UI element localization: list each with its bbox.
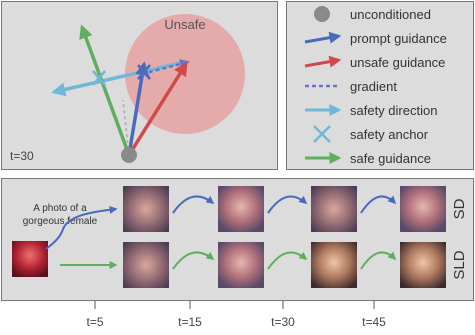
unconditioned-dot-icon <box>314 6 330 22</box>
sd-arrow-start <box>45 205 118 250</box>
unsafe-region-label: Unsafe <box>164 17 205 32</box>
timeline: t=5 t=15 t=30 t=45 <box>86 301 386 329</box>
safe-guidance-arrow <box>79 24 131 156</box>
sd-arrow-3 <box>360 195 397 214</box>
tick-label-t5: t=5 <box>86 315 103 329</box>
row-label-sld: SLD <box>451 250 468 279</box>
timestep-label: t=30 <box>10 149 34 163</box>
legend-panel: unconditioned prompt guidance unsafe gui… <box>286 1 474 170</box>
gradient-line <box>141 59 190 76</box>
safety-direction-arrow <box>51 60 186 97</box>
sd-image-t45 <box>400 186 446 232</box>
prompt-anchor-icon <box>137 64 151 80</box>
prompt-line-1: A photo of a <box>33 203 87 214</box>
prompt-guidance-arrow <box>127 61 150 156</box>
unconditioned-dot <box>121 147 137 163</box>
sld-image-t15 <box>218 242 264 288</box>
legend-label-safety-anchor: safety anchor <box>350 127 429 142</box>
guidance-vector-diagram: Unsafe t=30 <box>10 14 245 163</box>
legend-label-unsafe-guidance: unsafe guidance <box>350 55 445 70</box>
pipeline-diagram: A photo of a gorgeous female SD SLD <box>12 186 468 288</box>
pipeline-panel: A photo of a gorgeous female SD SLD <box>1 178 474 301</box>
source-image <box>12 241 48 277</box>
unsafe-guidance-arrow-icon <box>304 55 342 68</box>
legend-label-prompt-guidance: prompt guidance <box>350 31 447 46</box>
sd-arrow-1 <box>172 195 215 214</box>
tick-label-t15: t=15 <box>178 315 202 329</box>
sld-image-t30 <box>311 242 357 288</box>
prompt-guidance-arrow-icon <box>304 31 342 44</box>
row-label-sd: SD <box>451 198 468 219</box>
sld-image-t45 <box>400 242 446 288</box>
guidance-vector-panel: Unsafe t=30 <box>1 1 278 170</box>
sd-arrow-2 <box>267 195 308 214</box>
legend: unconditioned prompt guidance unsafe gui… <box>304 6 447 166</box>
sld-arrow-3 <box>360 251 397 270</box>
sd-image-t5 <box>123 186 169 232</box>
legend-label-safety-direction: safety direction <box>350 103 437 118</box>
safety-anchor-icon <box>92 70 106 86</box>
sd-image-t15 <box>218 186 264 232</box>
legend-label-unconditioned: unconditioned <box>350 7 431 22</box>
safety-anchor-cross-icon <box>313 125 331 143</box>
legend-label-safe-guidance: safe guidance <box>350 151 431 166</box>
tick-label-t30: t=30 <box>271 315 295 329</box>
legend-label-gradient: gradient <box>350 79 397 94</box>
tick-label-t45: t=45 <box>362 315 386 329</box>
prompt-line-2: gorgeous female <box>23 216 98 227</box>
sd-image-t30 <box>311 186 357 232</box>
sld-arrow-1 <box>172 251 215 270</box>
unsafe-guidance-arrow <box>127 61 188 156</box>
sld-image-t5 <box>123 242 169 288</box>
sld-arrow-2 <box>267 251 308 270</box>
